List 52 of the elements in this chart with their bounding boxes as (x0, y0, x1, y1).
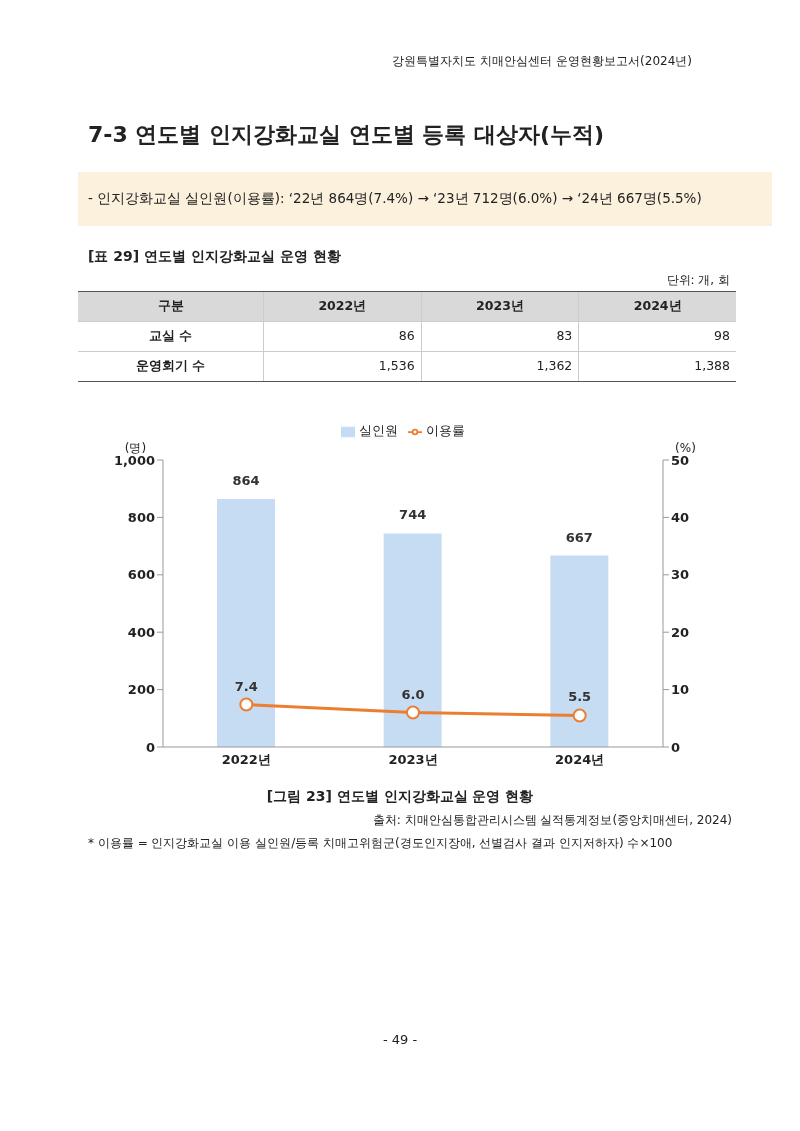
text: 1,536 (263, 352, 421, 381)
text: 운영회기 수 (78, 352, 263, 381)
data-label: 864 (232, 473, 260, 489)
y-axis-title: (명) (124, 441, 147, 455)
data-label: 667 (565, 529, 593, 545)
legend-label: 실인원 (359, 423, 398, 438)
y2-axis-title: (%) (675, 441, 696, 455)
y-tick-label: 1,000 (113, 452, 155, 468)
source-note: 출처: 치매안심통합관리시스템 실적통계정보(중앙치매센터, 2024) (371, 812, 732, 829)
text: [그림 23] 연도별 인지강화교실 운영 현황 (265, 788, 535, 806)
text: [표 29] 연도별 인지강화교실 운영 현황 (88, 248, 342, 266)
y2-tick-label: 50 (671, 452, 690, 468)
y-tick-label: 200 (127, 682, 155, 698)
text: 구분 (78, 292, 263, 322)
y2-tick-label: 30 (671, 567, 690, 583)
text: 단위: 개, 회 (665, 272, 730, 289)
y-tick-label: 600 (127, 567, 155, 583)
text: 2022년 (263, 292, 421, 322)
text: 2023년 (420, 292, 579, 322)
text: 98 (578, 322, 736, 352)
y2-tick-label: 40 (671, 510, 690, 526)
data-label: 744 (399, 507, 427, 523)
data-label: 5.5 (568, 689, 592, 705)
text: 교실 수 (78, 322, 263, 352)
y2-tick-label: 0 (671, 739, 681, 755)
y-tick-label: 800 (127, 510, 155, 526)
bar (217, 499, 275, 747)
text: 강원특별자치도 치매안심센터 운영현황보고서(2024년) (391, 53, 693, 70)
y-tick-label: 0 (145, 739, 155, 755)
y2-tick-label: 10 (671, 682, 690, 698)
y-tick-label: 400 (127, 624, 155, 640)
chart-title: 7-3 연도별 인지강화교실 연도별 등록 대상자(누적) (88, 121, 606, 149)
legend-label: 이용률 (426, 423, 465, 438)
y2-tick-label: 20 (671, 624, 690, 640)
text: 2024년 (578, 292, 736, 322)
bar (383, 533, 442, 747)
text: 83 (420, 322, 579, 352)
bar (550, 555, 609, 747)
x-tick-label: 2023년 (388, 752, 438, 768)
data-label: 7.4 (234, 678, 258, 694)
x-tick-label: 2024년 (555, 752, 605, 768)
text: 86 (263, 322, 421, 352)
x-tick-label: 2022년 (221, 752, 271, 768)
chart-subtitle: - 인지강화교실 실인원(이용률): ‘22년 864명(7.4%) → ‘23년 712명(6.0%) → ‘24년 667명(5.5%) (78, 172, 772, 226)
data-label: 6.0 (401, 686, 425, 702)
point (572, 708, 587, 723)
point (406, 705, 420, 720)
text: * 이용률 = 인지강화교실 이용 실인원/등록 치매고위험군(경도인지장애, 선별검사 결과 인지저하자) 수×100 (88, 835, 674, 852)
text: - 49 - (381, 1032, 419, 1047)
text: 1,388 (578, 352, 736, 381)
text: 1,362 (420, 352, 579, 381)
point (239, 697, 254, 712)
